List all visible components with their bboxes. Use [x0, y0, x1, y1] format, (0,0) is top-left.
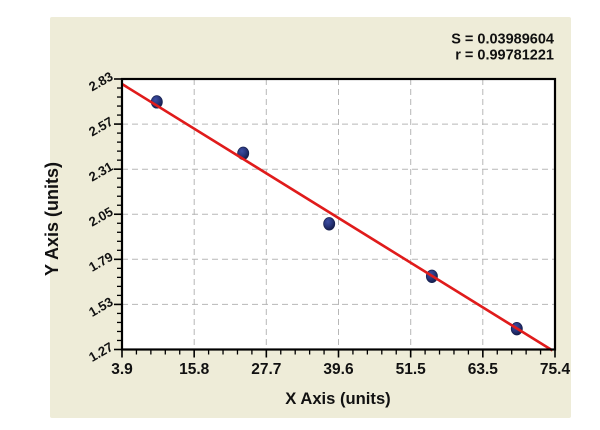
svg-text:Y Axis (units): Y Axis (units): [42, 162, 62, 276]
svg-text:2.83: 2.83: [86, 69, 115, 95]
svg-text:51.5: 51.5: [396, 361, 427, 378]
svg-text:2.57: 2.57: [86, 114, 115, 140]
svg-text:15.8: 15.8: [179, 361, 210, 378]
svg-text:39.6: 39.6: [323, 361, 354, 378]
svg-text:2.05: 2.05: [86, 204, 115, 230]
svg-text:X Axis (units): X Axis (units): [285, 389, 390, 408]
svg-text:S = 0.03989604: S = 0.03989604: [451, 32, 554, 48]
svg-text:63.5: 63.5: [468, 361, 499, 378]
svg-text:r = 0.99781221: r = 0.99781221: [455, 48, 554, 64]
svg-text:27.7: 27.7: [251, 361, 281, 378]
svg-text:1.53: 1.53: [86, 294, 115, 320]
svg-text:3.9: 3.9: [111, 361, 133, 378]
svg-text:2.31: 2.31: [86, 159, 115, 185]
svg-text:1.79: 1.79: [86, 249, 115, 275]
svg-text:75.4: 75.4: [540, 361, 571, 378]
